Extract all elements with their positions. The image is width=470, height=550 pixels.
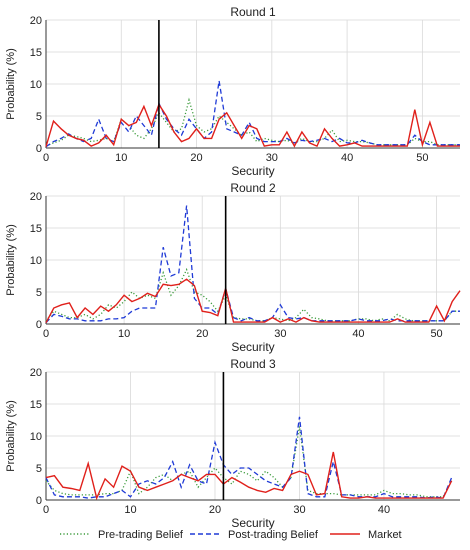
x-tick-label: 50 — [430, 328, 442, 340]
series-line-market — [45, 102, 460, 148]
x-tick-label: 30 — [274, 328, 286, 340]
y-tick-label: 15 — [30, 47, 42, 59]
series-line-market — [45, 451, 453, 501]
y-tick-label: 0 — [36, 495, 42, 507]
x-tick-label: 0 — [43, 152, 49, 164]
series-line-pre-trading-belief — [45, 267, 460, 322]
x-axis-label: Security — [231, 516, 274, 530]
y-axis-label: Probability (%) — [5, 48, 17, 120]
y-tick-label: 20 — [30, 367, 42, 379]
y-tick-label: 10 — [30, 255, 42, 267]
x-tick-label: 20 — [196, 328, 208, 340]
legend-label: Post-trading Belief — [228, 529, 319, 541]
x-tick-label: 40 — [378, 504, 390, 516]
y-tick-label: 5 — [36, 111, 42, 123]
x-tick-label: 40 — [352, 328, 364, 340]
x-axis-label: Security — [231, 340, 274, 354]
legend-label: Market — [368, 529, 402, 541]
series-line-pre-trading-belief — [45, 97, 460, 147]
y-tick-label: 10 — [30, 79, 42, 91]
x-tick-label: 40 — [341, 152, 353, 164]
series-line-post-trading-belief — [45, 205, 460, 324]
series-line-pre-trading-belief — [45, 426, 453, 498]
chart-title: Round 2 — [230, 181, 276, 195]
x-tick-label: 30 — [266, 152, 278, 164]
x-tick-label: 10 — [118, 328, 130, 340]
x-tick-label: 30 — [293, 504, 305, 516]
series-line-post-trading-belief — [45, 416, 453, 499]
y-tick-label: 5 — [36, 287, 42, 299]
x-tick-label: 0 — [43, 328, 49, 340]
legend-label: Pre-trading Belief — [98, 529, 184, 541]
series-line-market — [45, 278, 461, 324]
y-tick-label: 0 — [36, 319, 42, 331]
x-tick-label: 20 — [209, 504, 221, 516]
y-tick-label: 20 — [30, 15, 42, 27]
y-tick-label: 20 — [30, 191, 42, 203]
chart-title: Round 1 — [230, 5, 276, 19]
x-tick-label: 20 — [190, 152, 202, 164]
y-tick-label: 10 — [30, 431, 42, 443]
chart-title: Round 3 — [230, 357, 276, 371]
y-axis-label: Probability (%) — [5, 400, 17, 472]
y-axis-label: Probability (%) — [5, 224, 17, 296]
x-axis-label: Security — [231, 164, 274, 178]
x-tick-label: 10 — [124, 504, 136, 516]
x-tick-label: 10 — [115, 152, 127, 164]
x-tick-label: 50 — [416, 152, 428, 164]
y-tick-label: 0 — [36, 143, 42, 155]
x-tick-label: 0 — [43, 504, 49, 516]
y-tick-label: 15 — [30, 223, 42, 235]
y-tick-label: 15 — [30, 399, 42, 411]
y-tick-label: 5 — [36, 463, 42, 475]
